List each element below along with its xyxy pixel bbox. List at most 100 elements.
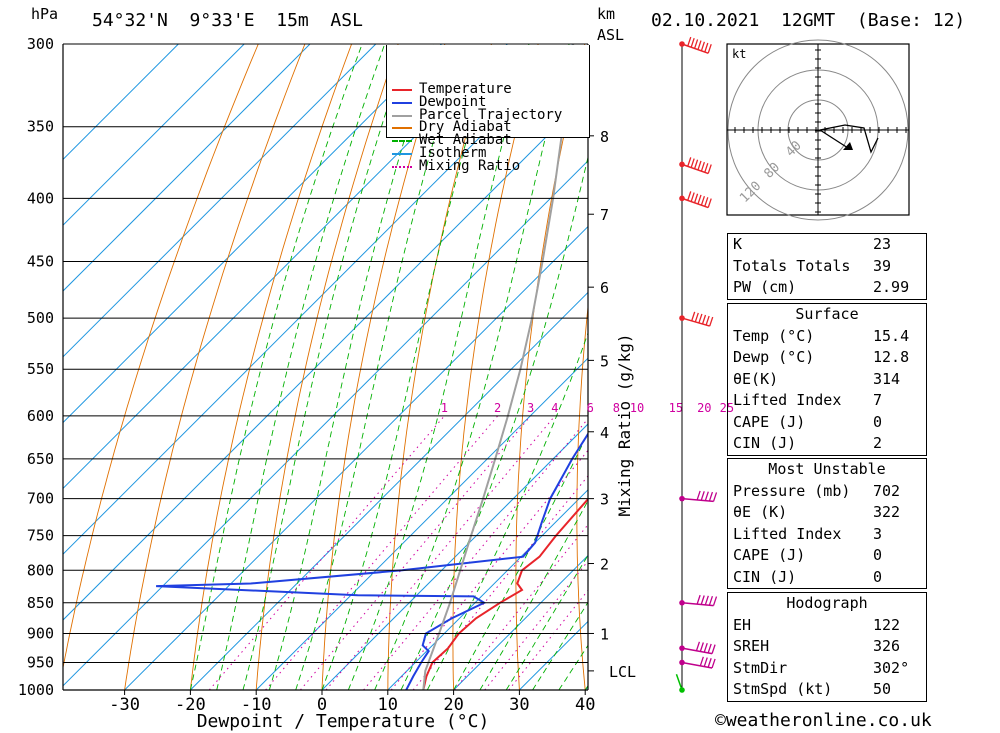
legend-item: Mixing Ratio (387, 159, 589, 173)
index-value: 39 (873, 256, 892, 275)
index-label: Totals Totals (733, 256, 851, 275)
x-tick-label: -10 (241, 695, 272, 715)
isotherm-line (63, 160, 588, 687)
index-label: CAPE (J) (733, 412, 806, 431)
mixing-ratio-label: 2 (494, 401, 501, 415)
pressure-tick-label: 600 (27, 407, 54, 425)
index-label: K (733, 235, 743, 253)
wind-barb-dot (679, 195, 685, 202)
index-value: 0 (873, 546, 883, 564)
index-row: θE(K) 314 (728, 369, 926, 391)
index-value: 702 (873, 481, 901, 500)
pressure-tick-label: 400 (27, 189, 54, 207)
legend-label: Isotherm (419, 144, 487, 161)
legend-label: Temperature (419, 81, 512, 97)
legend-label: Dry Adiabat (419, 119, 512, 136)
index-row: StmDir 302° (728, 658, 926, 680)
wind-barb (679, 641, 716, 655)
height-tick-label: 1 (600, 625, 609, 643)
lcl-label: LCL (609, 663, 636, 681)
wet-adiabat-line (242, 44, 410, 690)
legend-label: Parcel Trajectory (419, 106, 563, 123)
legend-item: Dry Adiabat (387, 119, 589, 136)
dry-adiabat-line (636, 44, 678, 690)
index-row: Lifted Index 7 (728, 390, 926, 412)
height-tick-label: 5 (600, 352, 609, 370)
wind-barb (679, 191, 712, 209)
index-value: 122 (873, 615, 901, 634)
mixing-ratio-label: 4 (551, 401, 558, 415)
x-tick-label: -20 (175, 695, 206, 715)
index-value: 0 (873, 567, 883, 586)
x-tick-label: 10 (378, 695, 398, 715)
legend-swatch (392, 89, 412, 91)
isotherm-line (63, 44, 377, 358)
wind-barb-dot (679, 659, 685, 666)
pressure-tick-label: 950 (27, 653, 54, 671)
wind-barb-dot (679, 41, 685, 47)
index-value: 322 (873, 503, 901, 521)
index-label: StmDir (733, 658, 788, 677)
index-value: 12.8 (873, 348, 910, 366)
legend-item: Wet Adiabat (387, 133, 589, 147)
legend-swatch (392, 140, 412, 143)
wind-barbs (675, 36, 718, 693)
mixing-ratio-label: 3 (527, 401, 534, 415)
index-label: CIN (J) (733, 434, 797, 452)
mixing-ratio-line (300, 415, 532, 690)
wind-barb-dot (679, 161, 685, 168)
section-title: Most Unstable (768, 460, 886, 478)
isotherm-line (255, 357, 588, 690)
wind-barb (679, 36, 712, 54)
index-row: Temp (°C) 15.4 (728, 326, 926, 348)
mixing-ratio-label: 10 (630, 401, 644, 415)
location-title: 54°32'N 9°33'E 15m ASL (92, 10, 363, 31)
credit-footer: ©weatheronline.co.uk (715, 710, 932, 731)
index-label: θE (K) (733, 503, 788, 521)
section-title: Hodograph (786, 594, 868, 612)
wet-adiabat-line (268, 44, 435, 690)
index-value: 23 (873, 235, 892, 253)
wind-barb-dot (679, 495, 685, 502)
surface-table: Surface Temp (°C) 15.4 Dewp (°C) 12.8 θE(K) 31… (727, 303, 927, 456)
isotherm-line (63, 44, 179, 161)
legend-swatch (392, 127, 412, 130)
index-row: CIN (J) 0 (728, 567, 926, 589)
legend-swatch (392, 101, 412, 104)
index-label: CIN (J) (733, 567, 797, 586)
x-tick-label: 40 (575, 695, 595, 715)
storm-motion-arrowhead (843, 142, 853, 150)
height-tick-label: 8 (600, 128, 609, 146)
x-axis-label: Dewpoint / Temperature (°C) (197, 711, 490, 732)
mixing-ratio-line (454, 523, 588, 690)
wind-barb (675, 673, 685, 693)
legend-swatch (392, 152, 412, 155)
pressure-tick-label: 700 (27, 490, 54, 508)
wind-barb-dot (679, 315, 685, 321)
wind-barb (679, 490, 718, 503)
isotherm-line (63, 44, 311, 292)
pressure-unit-label: hPa (31, 5, 59, 23)
pressure-tick-label: 900 (27, 624, 54, 642)
index-row: CAPE (J) 0 (728, 412, 926, 434)
pressure-tick-label: 750 (27, 527, 54, 545)
wet-adiabat-line (189, 44, 363, 690)
wind-barb-dot (679, 599, 685, 606)
legend-item: Parcel Trajectory (387, 106, 589, 123)
index-label: CAPE (J) (733, 546, 806, 564)
index-row: Totals Totals 39 (728, 256, 926, 278)
index-label: Dewp (°C) (733, 348, 815, 366)
legend-label: Dewpoint (419, 93, 487, 110)
storm-motion-vector (819, 129, 849, 149)
height-tick-label: 2 (600, 556, 609, 574)
mixing-ratio-label: 25 (720, 401, 734, 415)
mixing-ratio-label: 1 (441, 401, 448, 415)
height-tick-label: 3 (600, 491, 609, 509)
legend-swatch (392, 165, 412, 168)
hodograph-unit-label: kt (732, 47, 746, 61)
index-row: θE (K) 322 (728, 502, 926, 524)
index-label: StmSpd (kt) (733, 680, 833, 698)
hodograph-table: Hodograph EH 122 SREH 326 StmDir 302° StmSpd (k… (727, 592, 927, 702)
isotherm-line (63, 44, 442, 424)
pressure-tick-label: 450 (27, 253, 54, 271)
